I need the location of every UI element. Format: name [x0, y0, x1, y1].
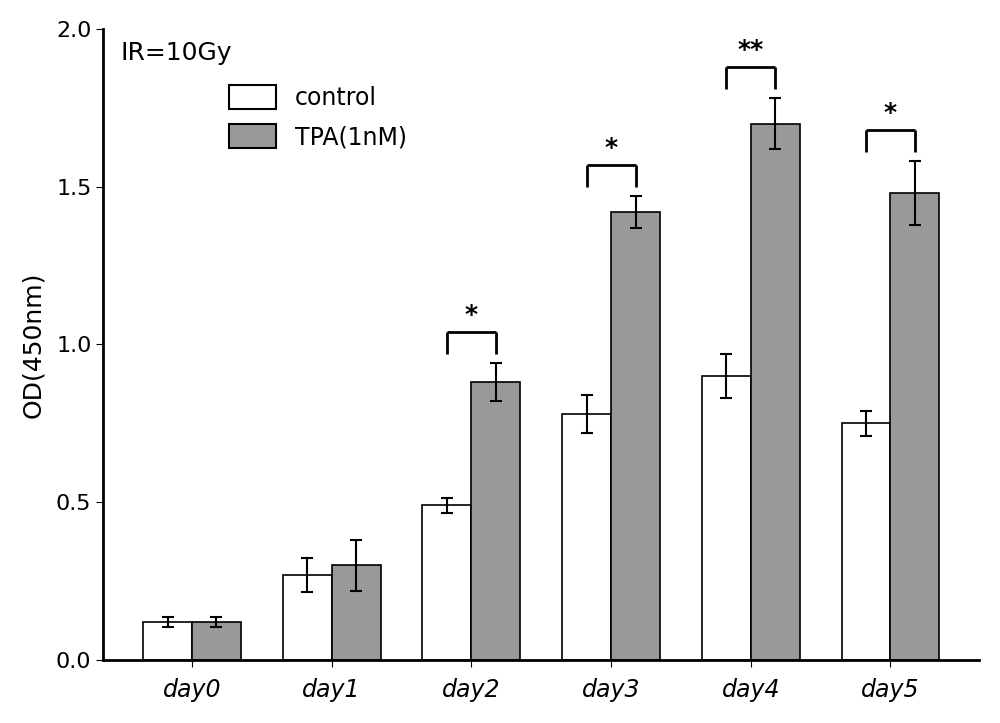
Legend: control, TPA(1nM): control, TPA(1nM): [229, 85, 407, 149]
Bar: [702, 376, 751, 660]
Bar: [890, 193, 939, 660]
Bar: [471, 382, 520, 660]
Bar: [143, 623, 192, 660]
Bar: [422, 505, 471, 660]
Bar: [842, 424, 890, 660]
Bar: [611, 212, 660, 660]
Bar: [751, 124, 800, 660]
Bar: [332, 565, 381, 660]
Text: IR=10Gy: IR=10Gy: [121, 41, 232, 66]
Bar: [192, 623, 241, 660]
Text: **: **: [738, 38, 764, 62]
Bar: [283, 575, 332, 660]
Text: *: *: [884, 101, 897, 125]
Text: *: *: [604, 136, 618, 160]
Text: *: *: [465, 303, 478, 327]
Y-axis label: OD(450nm): OD(450nm): [21, 271, 45, 418]
Bar: [562, 414, 611, 660]
